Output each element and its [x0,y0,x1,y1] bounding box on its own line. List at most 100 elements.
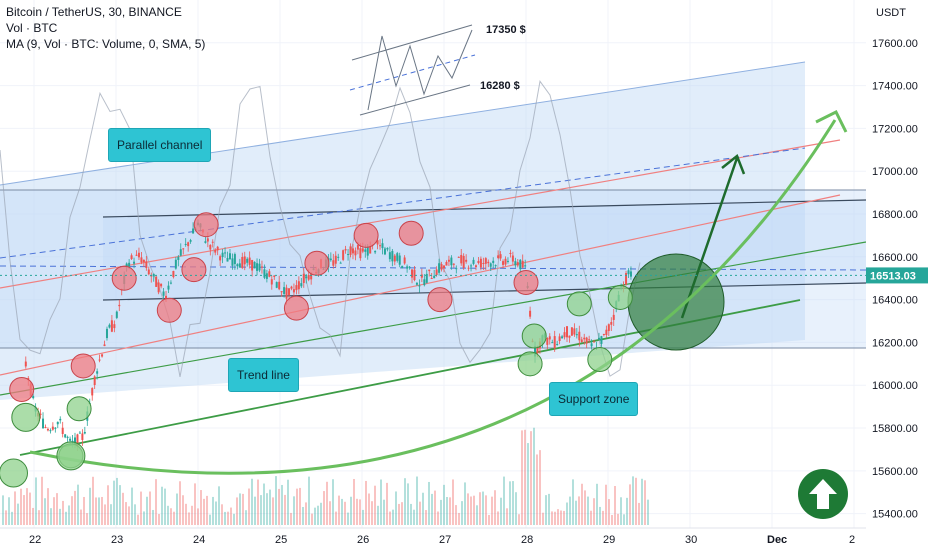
time-tick-label: 28 [521,534,533,546]
candle-body [44,426,47,428]
candle-body [401,265,404,269]
volume-bar [197,508,199,525]
volume-bar [470,496,472,525]
candle-body [403,257,406,264]
volume-bar [377,505,379,525]
level-bottom: 16280 $ [480,80,520,92]
volume-bar [599,506,601,525]
candle-body [506,260,509,262]
volume-bar [47,488,49,525]
candle-body [610,321,613,325]
volume-bar [473,495,475,525]
volume-bar [353,478,355,525]
resistance-marker [111,265,137,291]
time-tick-label: 27 [439,534,451,546]
time-tick-label: 26 [357,534,369,546]
volume-bar [311,513,313,525]
volume-bar [149,491,151,525]
candle-body [430,278,433,280]
volume-bar [182,495,184,525]
candle-body [415,282,418,285]
volume-bar [248,488,250,525]
candle-body [597,337,600,340]
candle-body [265,273,268,279]
volume-bar [305,502,307,525]
candle-body [81,433,84,440]
volume-bar [167,505,169,525]
volume-bar [626,497,628,525]
candle-body [593,341,596,343]
candle-body [49,430,52,432]
volume-bar [26,488,28,525]
volume-bar [71,496,73,525]
volume-bar [284,494,286,525]
candle-body [356,245,359,250]
candle-body [69,438,72,441]
volume-bar [554,511,556,525]
candle-body [206,238,209,242]
price-tick-label: 15600.00 [872,466,918,478]
candle-body [455,268,458,270]
price-tick-label: 15400.00 [872,509,918,521]
time-tick-label: 29 [603,534,615,546]
volume-bar [266,493,268,525]
candle-body [600,336,603,344]
volume-bar [5,510,7,525]
blue-dashed-upper [0,147,806,259]
candle-body [524,265,527,267]
volume-bar [77,484,79,525]
volume-bar [608,499,610,525]
candle-body [479,258,482,268]
volume-bar [482,491,484,525]
legend-volume[interactable]: Vol · BTC [6,21,58,35]
candle-body [256,263,259,271]
time-tick-label: 23 [111,534,123,546]
candle-body [364,249,367,252]
candle-body [61,427,64,434]
candle-body [502,261,505,265]
candle-body [413,269,416,281]
volume-bar [539,450,541,525]
volume-bar [581,483,583,525]
candle-body [204,241,207,243]
volume-bar [317,505,319,525]
candle-body [295,285,298,291]
sketch-mid-line [349,54,476,91]
volume-bar [479,492,481,525]
price-tick-label: 16200.00 [872,337,918,349]
candle-body [110,320,113,332]
price-tick-label: 16600.00 [872,252,918,264]
candle-body [155,276,158,287]
candle-body [521,260,524,268]
volume-bar [461,501,463,525]
volume-bar [290,512,292,525]
candle-body [231,258,234,266]
candle-body [536,346,539,354]
volume-bar [104,504,106,525]
volume-bar [389,511,391,525]
volume-bar [74,490,76,525]
time-tick-label: Dec [767,534,787,546]
volume-bar [89,487,91,525]
volume-bar [410,503,412,525]
sketch-zigzag [367,29,473,111]
candle-body [177,256,180,260]
candle-body [556,343,559,345]
time-tick-label: 30 [685,534,697,546]
support-zone-circle [627,253,725,351]
legend-ma[interactable]: MA (9, Vol · BTC: Volume, 0, SMA, 5) [6,37,206,51]
support-marker [587,347,613,373]
volume-bar [521,430,523,525]
channel-bottom-line [102,282,867,301]
candle-body [391,250,394,262]
volume-bar [455,505,457,525]
legend-symbol[interactable]: Bitcoin / TetherUS, 30, BINANCE [6,5,182,19]
candle-body [135,254,138,256]
candle-body [78,432,81,434]
volume-bar [269,489,271,525]
volume-bar [38,510,40,525]
candle-body [561,336,564,339]
chart-legend: Bitcoin / TetherUS, 30, BINANCE Vol · BT… [6,4,205,52]
price-tick-label: 16400.00 [872,295,918,307]
